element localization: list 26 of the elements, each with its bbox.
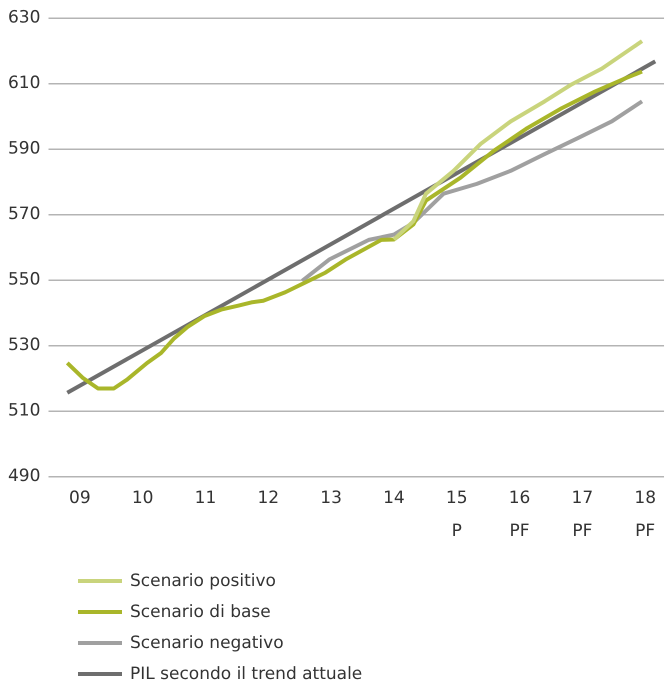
x-tick-label: 11 [194,488,216,508]
x-tick-label: 18 [634,488,656,508]
text: PF [572,520,592,541]
x-tick-label: 16 [508,488,530,508]
x-tick-label: 14 [383,488,405,508]
x-tick-label: 17 [572,488,594,508]
legend-label: Scenario negativo [130,632,284,652]
y-tick-label: 570 [8,204,40,224]
x-tick-label: 15 [446,488,468,508]
y-tick-label: 490 [8,466,40,486]
text: PF [510,520,530,541]
legend-label: PIL secondo il trend attuale [130,664,362,684]
y-tick-label: 590 [8,138,40,159]
text: P [452,520,462,541]
x-tick-label: 12 [257,488,280,508]
y-tick-label: 530 [8,335,40,356]
y-tick-label: 610 [8,73,40,94]
y-tick-label: 510 [8,400,40,421]
text: PF [635,520,656,541]
x-tick-label: 09 [69,488,91,508]
x-tick-label: 13 [320,488,342,508]
legend-label: Scenario di base [130,602,271,622]
y-tick-label: 630 [8,8,40,28]
x-tick-label: 10 [132,488,154,508]
legend-label: Scenario positivo [130,570,276,590]
y-tick-label: 550 [8,270,40,290]
